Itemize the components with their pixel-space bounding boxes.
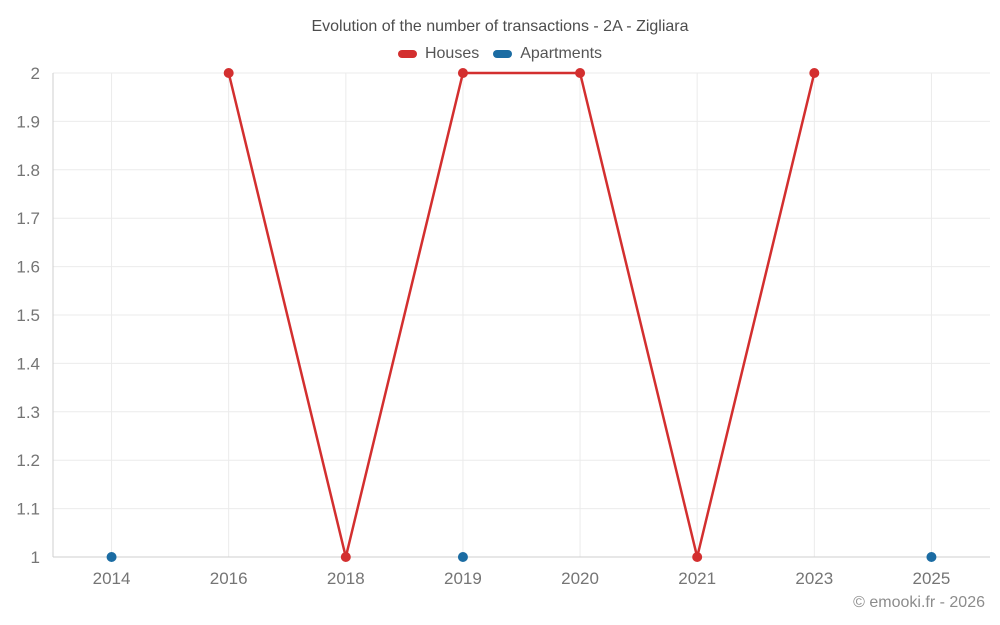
y-axis-tick-label: 2	[31, 64, 40, 83]
legend: Houses Apartments	[0, 45, 1000, 63]
legend-item-apartments[interactable]: Apartments	[493, 45, 602, 63]
x-axis-tick-label: 2014	[93, 569, 131, 588]
houses-series-swatch-icon	[397, 50, 417, 58]
y-axis-tick-label: 1.9	[16, 112, 40, 131]
x-axis-tick-label: 2023	[795, 569, 833, 588]
x-axis-tick-label: 2018	[327, 569, 365, 588]
data-point-marker	[926, 552, 937, 562]
x-axis-tick-label: 2025	[913, 569, 951, 588]
data-point-marker	[457, 552, 468, 562]
legend-label-apartments: Apartments	[520, 45, 603, 62]
y-axis-tick-label: 1.4	[16, 354, 40, 373]
y-axis-tick-label: 1.6	[16, 258, 40, 277]
chart-footer-credit: © emooki.fr - 2026	[853, 594, 985, 611]
data-point-marker	[340, 552, 351, 562]
data-point-marker	[809, 68, 820, 78]
y-axis-tick-label: 1.3	[16, 403, 40, 422]
y-axis-tick-label: 1.8	[16, 161, 40, 180]
legend-label-houses: Houses	[424, 45, 480, 62]
y-axis-tick-label: 1.5	[16, 306, 40, 325]
y-axis-tick-label: 1.7	[16, 209, 40, 228]
series-line	[227, 71, 816, 559]
chart-title: Evolution of the number of transactions …	[311, 18, 689, 35]
x-axis-tick-label: 2019	[444, 569, 482, 588]
x-axis-tick-label: 2021	[678, 569, 716, 588]
data-point-marker	[692, 552, 703, 562]
y-axis-tick-label: 1.1	[16, 500, 40, 519]
y-axis-tick-label: 1	[31, 548, 40, 567]
data-point-marker	[457, 68, 468, 78]
x-axis-tick-label: 2016	[210, 569, 248, 588]
x-axis-tick-label: 2020	[561, 569, 599, 588]
legend-item-houses[interactable]: Houses	[397, 45, 480, 63]
data-point-marker	[575, 68, 586, 78]
y-axis-tick-label: 1.2	[16, 451, 40, 470]
data-point-marker	[223, 68, 234, 78]
apartments-series-swatch-icon	[493, 50, 513, 58]
data-point-marker	[106, 552, 117, 562]
